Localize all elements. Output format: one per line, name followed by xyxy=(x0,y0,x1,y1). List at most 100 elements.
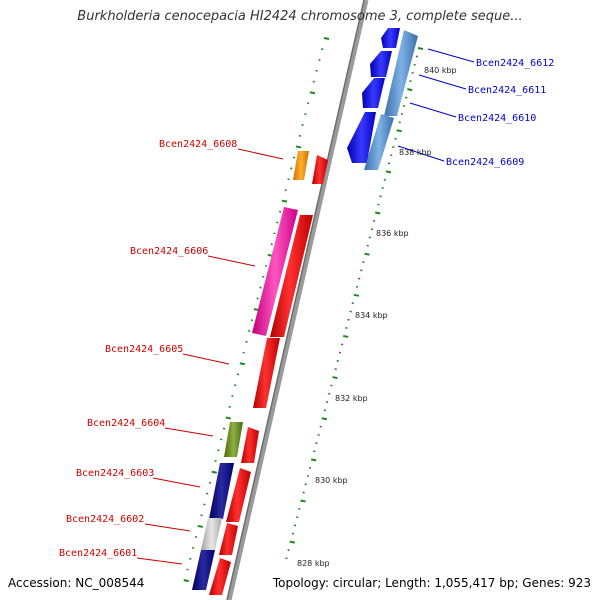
gene-6602a-feature[interactable] xyxy=(201,518,222,550)
gene-6608-feature[interactable] xyxy=(293,151,309,180)
kbp-scale-labels: 828 kbp 830 kbp 832 kbp 834 kbp 836 kbp … xyxy=(297,66,457,568)
tick-mark-left xyxy=(248,330,251,332)
gene-label-6602[interactable]: Bcen2424_6602 xyxy=(66,514,144,525)
tick-mark-right xyxy=(340,343,344,346)
tick-mark-right xyxy=(334,368,337,371)
tick-mark-left xyxy=(278,210,282,213)
tick-mark-right xyxy=(390,154,393,157)
gene-features-right xyxy=(347,28,418,170)
tick-mark-right xyxy=(366,244,369,247)
tick-mark-right xyxy=(377,203,380,206)
tick-mark-right xyxy=(360,269,363,272)
gene-label-6612[interactable]: Bcen2424_6612 xyxy=(476,58,554,69)
tick-mark-left xyxy=(245,340,248,343)
tick-mark-right xyxy=(370,228,374,231)
tick-mark-right xyxy=(336,359,339,362)
gene-label-6608[interactable]: Bcen2424_6608 xyxy=(159,139,237,150)
tick-mark-right xyxy=(362,261,365,264)
tick-mark-right xyxy=(402,104,406,107)
tick-mark-right xyxy=(304,483,307,486)
tick-mark-left xyxy=(234,384,237,387)
tick-mark-right xyxy=(375,211,381,215)
gene-6602b-feature[interactable] xyxy=(219,523,238,555)
leader-lines-left xyxy=(136,148,284,565)
tick-mark-right xyxy=(368,236,372,239)
gene-6603a-feature[interactable] xyxy=(209,463,234,519)
tick-mark-right xyxy=(291,532,295,535)
tick-mark-right xyxy=(319,425,322,428)
tick-mark-left xyxy=(205,492,209,495)
tick-mark-left xyxy=(309,91,316,95)
tick-mark-right xyxy=(289,540,295,544)
tick-mark-right xyxy=(351,302,354,305)
gene-label-6609[interactable]: Bcen2424_6609 xyxy=(446,157,524,168)
gene-label-6604[interactable]: Bcen2424_6604 xyxy=(87,418,165,429)
tick-mark-right xyxy=(383,178,386,181)
gene-6607-feature[interactable] xyxy=(312,155,328,184)
gene-6609-feature[interactable] xyxy=(364,114,394,170)
gene-6606b-feature[interactable] xyxy=(270,215,313,337)
tick-mark-right xyxy=(398,121,401,124)
tick-mark-left xyxy=(197,524,203,528)
gene-6606a-feature[interactable] xyxy=(252,207,298,336)
tick-mark-right xyxy=(332,376,338,380)
gene-6604b-feature[interactable] xyxy=(241,427,259,463)
tick-mark-left xyxy=(270,243,273,246)
gene-label-6603[interactable]: Bcen2424_6603 xyxy=(76,468,154,479)
tick-mark-right xyxy=(285,557,288,560)
tick-mark-left xyxy=(284,189,287,192)
gene-6612b-feature[interactable] xyxy=(384,30,418,116)
tick-mark-left xyxy=(312,80,315,83)
tick-mark-right xyxy=(349,310,352,313)
gene-6603b-feature[interactable] xyxy=(226,468,251,522)
gene-label-6601[interactable]: Bcen2424_6601 xyxy=(59,548,137,559)
tick-mark-right xyxy=(404,96,408,99)
gene-6612-feature[interactable] xyxy=(370,51,392,77)
tick-mark-right xyxy=(338,351,342,354)
tick-mark-right xyxy=(357,277,361,280)
tick-mark-right xyxy=(415,55,419,58)
tick-mark-left xyxy=(225,416,232,420)
tick-mark-right xyxy=(325,401,329,403)
tick-mark-left xyxy=(186,568,189,571)
tick-mark-right xyxy=(345,326,348,329)
tick-mark-left xyxy=(194,536,198,539)
gene-6601b-feature[interactable] xyxy=(209,558,231,595)
gene-6611-feature[interactable] xyxy=(362,78,385,108)
tick-mark-right xyxy=(417,47,424,50)
tick-mark-right xyxy=(372,220,376,222)
kbp-label-838: 838 kbp xyxy=(399,148,432,157)
tick-mark-left xyxy=(276,221,279,224)
tick-mark-right xyxy=(323,409,327,412)
tick-mark-left xyxy=(211,470,217,474)
tick-mark-left xyxy=(203,503,206,506)
gene-6601a-feature[interactable] xyxy=(192,550,215,590)
tick-mark-right xyxy=(411,71,414,74)
tick-mark-right xyxy=(355,285,359,288)
tick-mark-left xyxy=(183,579,189,583)
tick-mark-left xyxy=(301,124,304,126)
tick-mark-right xyxy=(407,88,413,92)
tick-mark-left xyxy=(298,134,301,137)
tick-mark-left xyxy=(318,58,321,61)
gene-label-6605[interactable]: Bcen2424_6605 xyxy=(105,344,183,355)
tick-mark-left xyxy=(323,37,330,40)
gene-label-6606[interactable]: Bcen2424_6606 xyxy=(130,246,208,257)
tick-mark-left xyxy=(242,351,245,354)
tick-mark-left xyxy=(217,449,220,452)
tick-mark-left xyxy=(304,113,307,116)
gene-6604a-feature[interactable] xyxy=(224,422,243,457)
tick-mark-right xyxy=(392,145,395,148)
tick-mark-right xyxy=(302,491,305,494)
gene-label-6611[interactable]: Bcen2424_6611 xyxy=(468,85,546,96)
tick-mark-right xyxy=(343,334,349,338)
gene-6605-feature[interactable] xyxy=(253,338,280,408)
gene-6610-feature[interactable] xyxy=(347,112,376,163)
tick-mark-right xyxy=(381,187,384,190)
tick-mark-left xyxy=(259,286,262,289)
tick-mark-right xyxy=(387,162,391,165)
gene-6613-feature[interactable] xyxy=(381,28,400,48)
tick-mark-right xyxy=(379,195,382,198)
tick-mark-right xyxy=(353,293,360,297)
gene-label-6610[interactable]: Bcen2424_6610 xyxy=(458,113,536,124)
